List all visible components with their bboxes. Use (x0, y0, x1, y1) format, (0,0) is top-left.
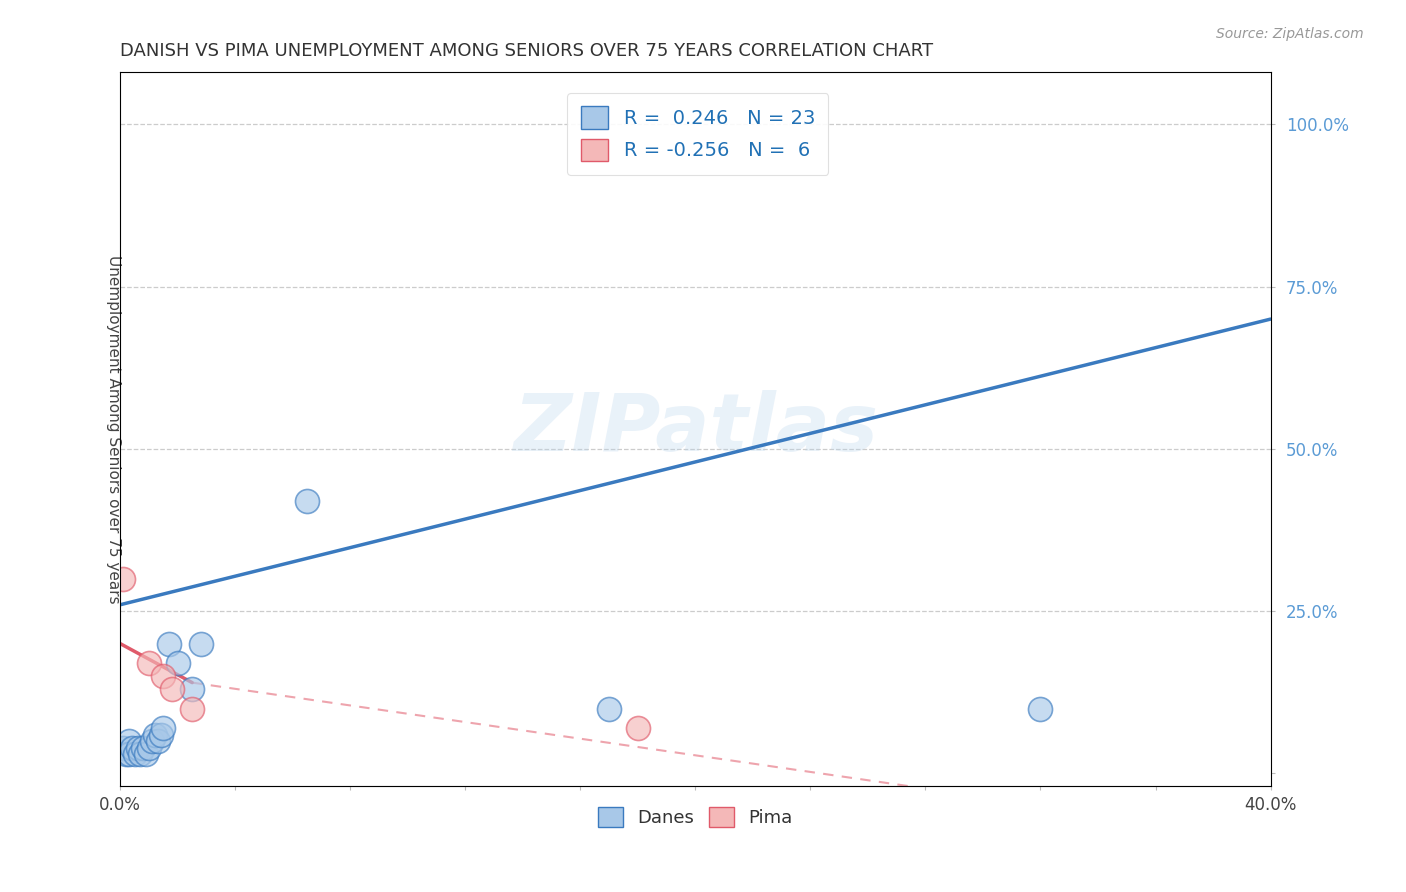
Point (157, 637, 180, 651)
Point (160, 682, 183, 697)
Point (181, 682, 204, 697)
Point (138, 740, 160, 755)
Point (129, 747, 152, 761)
Point (627, 721, 650, 735)
Point (115, 747, 138, 761)
Point (132, 740, 155, 755)
Text: Source: ZipAtlas.com: Source: ZipAtlas.com (1216, 27, 1364, 41)
Point (143, 727, 166, 741)
Point (152, 721, 174, 735)
Text: DANISH VS PIMA UNEMPLOYMENT AMONG SENIORS OVER 75 YEARS CORRELATION CHART: DANISH VS PIMA UNEMPLOYMENT AMONG SENIOR… (121, 42, 934, 60)
Point (181, 701, 204, 715)
Point (166, 656, 188, 670)
Point (135, 747, 157, 761)
Point (141, 734, 163, 748)
Legend: Danes, Pima: Danes, Pima (591, 799, 800, 835)
Point (152, 669, 174, 683)
Point (118, 734, 141, 748)
Point (297, 494, 319, 508)
Point (112, 740, 135, 755)
Point (124, 747, 146, 761)
Point (112, 572, 135, 586)
Point (118, 747, 141, 761)
Point (121, 740, 143, 755)
Point (146, 734, 169, 748)
Y-axis label: Unemployment Among Seniors over 75 years: Unemployment Among Seniors over 75 years (107, 255, 121, 604)
Point (598, 701, 620, 715)
Text: ZIPatlas: ZIPatlas (513, 391, 877, 468)
Point (127, 740, 149, 755)
Point (149, 727, 172, 741)
Point (190, 637, 212, 651)
Point (1029, 701, 1052, 715)
Point (138, 656, 160, 670)
